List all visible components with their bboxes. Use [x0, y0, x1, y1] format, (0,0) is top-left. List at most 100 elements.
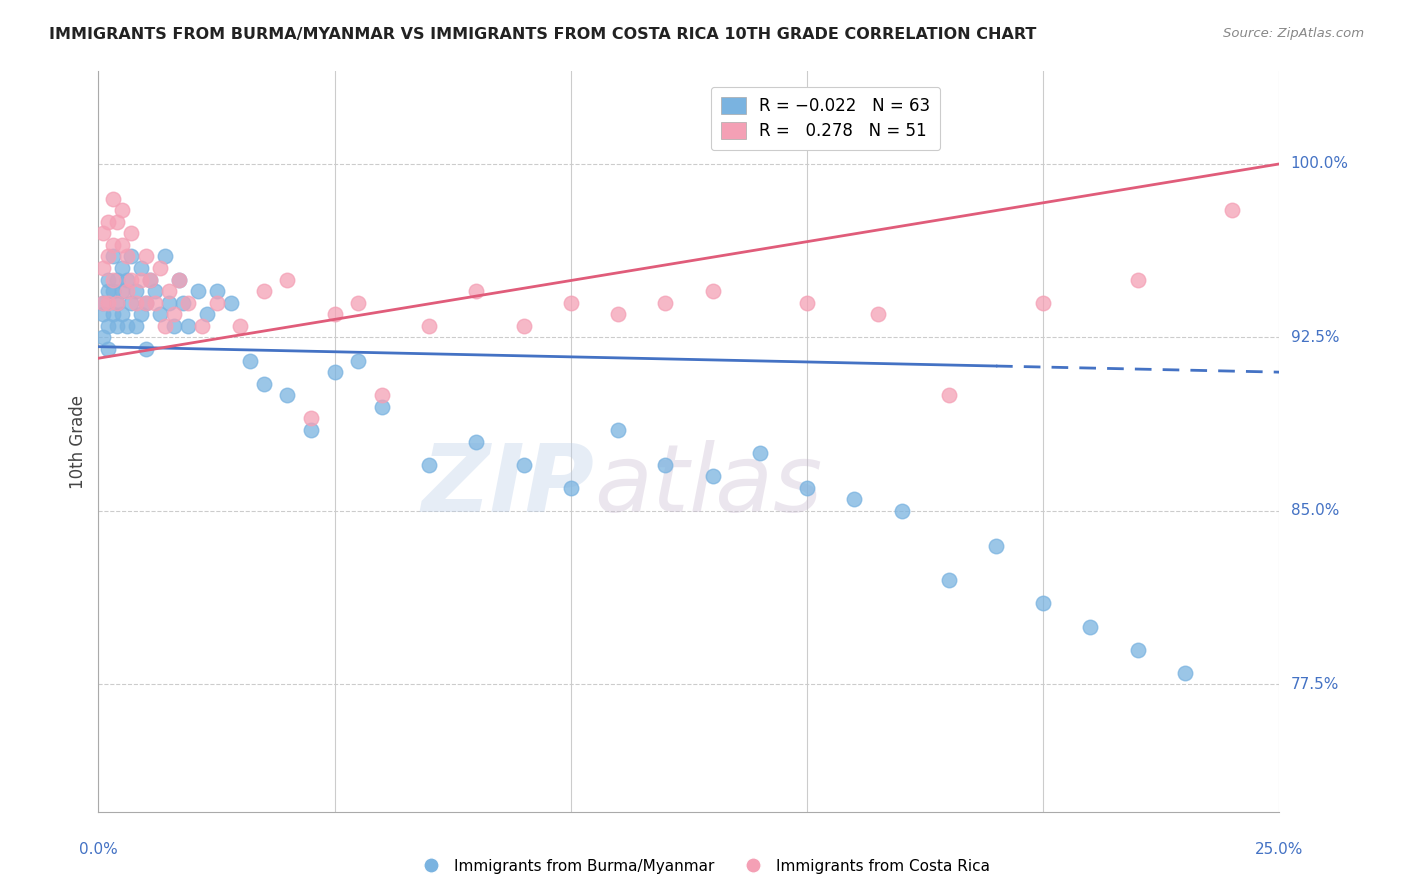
Point [607, 307, 630, 321]
Point [91, 307, 114, 321]
Point [153, 318, 176, 333]
Point [111, 284, 134, 298]
Point [276, 388, 298, 402]
Point [702, 469, 724, 483]
Point [111, 260, 134, 275]
Text: 77.5%: 77.5% [1291, 677, 1339, 692]
Text: ZIP: ZIP [422, 440, 595, 532]
Point [187, 284, 209, 298]
Point [157, 295, 180, 310]
Point [121, 272, 143, 286]
Point [97, 284, 120, 298]
Point [157, 284, 180, 298]
Point [866, 307, 889, 321]
Point [512, 458, 534, 472]
Point [465, 434, 488, 449]
Point [97, 215, 120, 229]
Point [101, 250, 124, 264]
Point [205, 295, 228, 310]
Point [253, 376, 276, 391]
Point [111, 238, 134, 252]
Legend: Immigrants from Burma/Myanmar, Immigrants from Costa Rica: Immigrants from Burma/Myanmar, Immigrant… [411, 853, 995, 880]
Point [796, 295, 818, 310]
Point [938, 388, 960, 402]
Point [654, 458, 676, 472]
Point [702, 284, 724, 298]
Point [167, 272, 190, 286]
Point [101, 307, 124, 321]
Point [654, 295, 676, 310]
Point [1032, 597, 1054, 611]
Point [276, 272, 298, 286]
Point [796, 481, 818, 495]
Point [1032, 295, 1054, 310]
Point [105, 295, 128, 310]
Text: 25.0%: 25.0% [1256, 842, 1303, 857]
Point [135, 295, 157, 310]
Point [253, 284, 276, 298]
Point [984, 539, 1007, 553]
Point [91, 227, 114, 241]
Point [299, 411, 322, 425]
Point [101, 272, 124, 286]
Point [890, 504, 912, 518]
Point [465, 284, 488, 298]
Point [347, 353, 370, 368]
Point [143, 284, 166, 298]
Text: 0.0%: 0.0% [79, 842, 118, 857]
Point [97, 250, 120, 264]
Point [323, 307, 346, 321]
Point [153, 250, 176, 264]
Point [101, 238, 124, 252]
Point [105, 272, 128, 286]
Point [177, 295, 200, 310]
Text: atlas: atlas [595, 441, 823, 532]
Point [121, 295, 143, 310]
Point [101, 192, 124, 206]
Point [115, 284, 138, 298]
Point [219, 295, 242, 310]
Point [1220, 203, 1243, 218]
Point [607, 423, 630, 437]
Point [121, 250, 143, 264]
Point [139, 272, 162, 286]
Point [418, 458, 440, 472]
Legend: R = −0.022   N = 63, R =   0.278   N = 51: R = −0.022 N = 63, R = 0.278 N = 51 [711, 87, 941, 150]
Point [371, 388, 394, 402]
Point [91, 330, 114, 344]
Y-axis label: 10th Grade: 10th Grade [69, 394, 87, 489]
Point [239, 353, 262, 368]
Point [97, 318, 120, 333]
Point [105, 215, 128, 229]
Point [299, 423, 322, 437]
Text: 92.5%: 92.5% [1291, 330, 1339, 345]
Point [121, 227, 143, 241]
Point [97, 342, 120, 356]
Point [105, 295, 128, 310]
Point [139, 272, 162, 286]
Point [111, 307, 134, 321]
Text: Source: ZipAtlas.com: Source: ZipAtlas.com [1223, 27, 1364, 40]
Point [149, 260, 172, 275]
Point [143, 295, 166, 310]
Point [135, 295, 157, 310]
Point [418, 318, 440, 333]
Point [229, 318, 252, 333]
Point [1080, 620, 1102, 634]
Text: 85.0%: 85.0% [1291, 503, 1339, 518]
Point [135, 342, 157, 356]
Point [163, 318, 186, 333]
Point [111, 203, 134, 218]
Point [115, 250, 138, 264]
Point [91, 295, 114, 310]
Point [172, 295, 194, 310]
Point [1174, 665, 1197, 680]
Point [91, 295, 114, 310]
Point [560, 481, 582, 495]
Point [191, 318, 214, 333]
Point [177, 318, 200, 333]
Point [149, 307, 172, 321]
Point [1126, 272, 1149, 286]
Point [167, 272, 190, 286]
Point [748, 446, 770, 460]
